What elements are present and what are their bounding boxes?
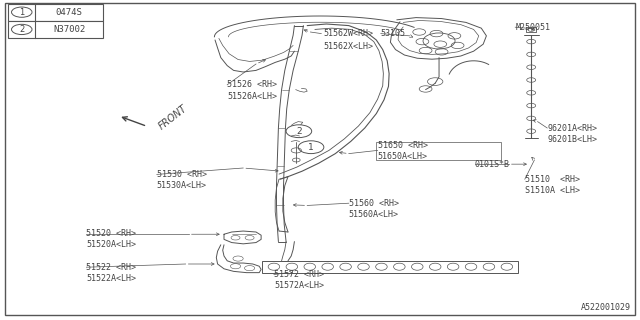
Ellipse shape — [358, 263, 369, 270]
Bar — [8, 4, 103, 21]
Ellipse shape — [501, 263, 513, 270]
Text: 51526A<LH>: 51526A<LH> — [227, 92, 277, 100]
Ellipse shape — [483, 263, 495, 270]
Text: 51562X<LH>: 51562X<LH> — [323, 42, 373, 51]
Text: 51572 <RH>: 51572 <RH> — [274, 270, 324, 279]
Text: A522001029: A522001029 — [580, 303, 630, 312]
Text: 96201A<RH>: 96201A<RH> — [547, 124, 597, 132]
Text: 1: 1 — [308, 143, 314, 152]
Text: N37002: N37002 — [53, 25, 85, 34]
Ellipse shape — [429, 263, 441, 270]
Text: M250051: M250051 — [515, 23, 550, 32]
Text: 51526 <RH>: 51526 <RH> — [227, 80, 277, 89]
Text: 51530 <RH>: 51530 <RH> — [157, 170, 207, 179]
Ellipse shape — [268, 263, 280, 270]
Text: 0101S*B: 0101S*B — [475, 160, 510, 169]
Text: 51560A<LH>: 51560A<LH> — [349, 210, 399, 219]
Text: 2: 2 — [296, 127, 301, 136]
Ellipse shape — [340, 263, 351, 270]
Ellipse shape — [412, 263, 423, 270]
Ellipse shape — [322, 263, 333, 270]
Text: 51572A<LH>: 51572A<LH> — [274, 281, 324, 290]
Ellipse shape — [304, 263, 316, 270]
Text: 51650A<LH>: 51650A<LH> — [378, 152, 428, 161]
Text: 51530A<LH>: 51530A<LH> — [157, 181, 207, 190]
Text: 2: 2 — [19, 25, 24, 34]
Text: 1: 1 — [19, 8, 24, 17]
Ellipse shape — [394, 263, 405, 270]
Ellipse shape — [376, 263, 387, 270]
Text: 51560 <RH>: 51560 <RH> — [349, 199, 399, 208]
Text: 51650 <RH>: 51650 <RH> — [378, 141, 428, 150]
Bar — [376, 142, 501, 160]
Text: 51522A<LH>: 51522A<LH> — [86, 274, 136, 283]
Text: 96201B<LH>: 96201B<LH> — [547, 135, 597, 144]
Text: 51522 <RH>: 51522 <RH> — [86, 263, 136, 272]
Text: FRONT: FRONT — [157, 103, 189, 131]
Ellipse shape — [286, 263, 298, 270]
Text: 53105: 53105 — [381, 29, 406, 38]
Text: 51520A<LH>: 51520A<LH> — [86, 240, 136, 249]
Ellipse shape — [447, 263, 459, 270]
Bar — [262, 261, 518, 273]
Text: 51562W<RH>: 51562W<RH> — [323, 29, 373, 38]
Text: 51520 <RH>: 51520 <RH> — [86, 229, 136, 238]
Ellipse shape — [465, 263, 477, 270]
Text: 51510  <RH>: 51510 <RH> — [525, 175, 580, 184]
Bar — [8, 21, 103, 38]
Text: 0474S: 0474S — [56, 8, 83, 17]
Text: S1510A <LH>: S1510A <LH> — [525, 186, 580, 195]
